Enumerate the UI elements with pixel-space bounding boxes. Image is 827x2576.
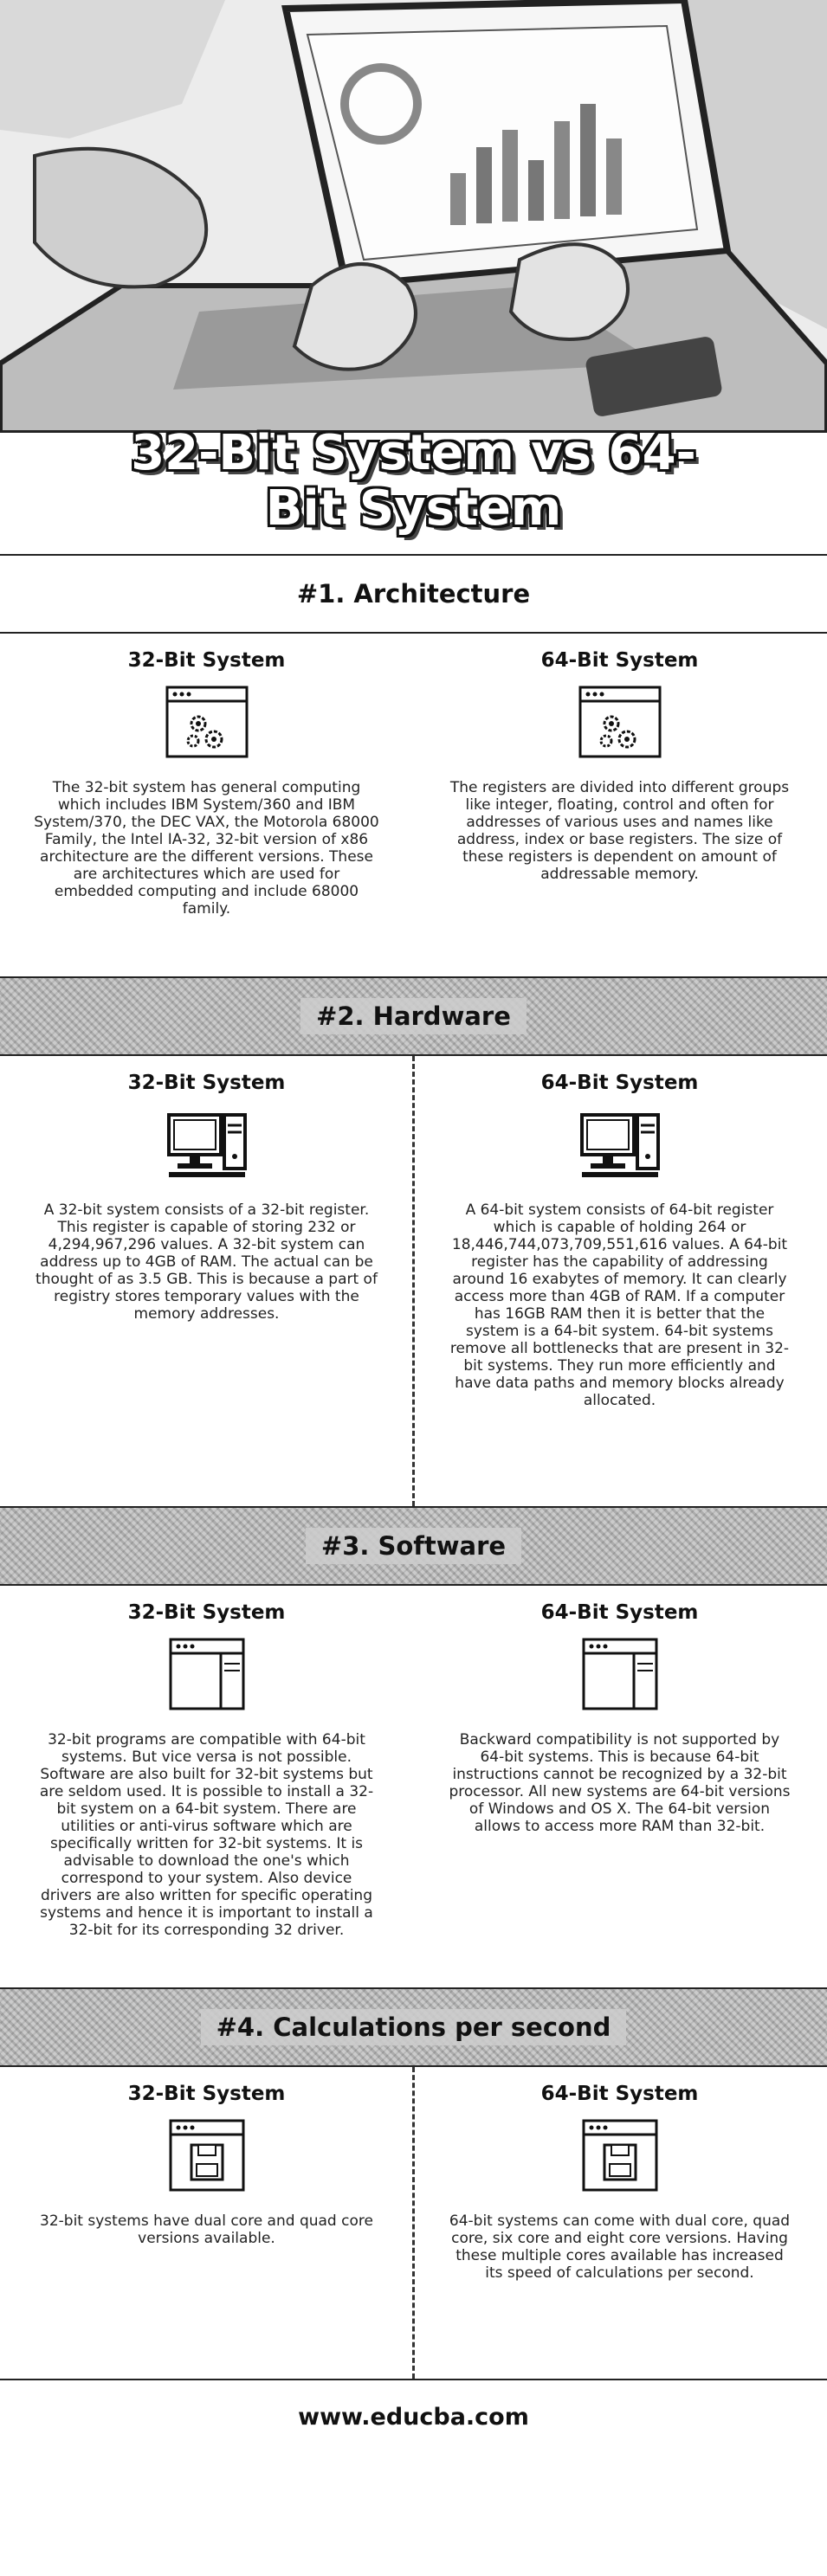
section-calculations: #4. Calculations per second 32-Bit Syste… <box>0 1987 827 2379</box>
column-title: 32-Bit System <box>127 2083 286 2105</box>
column-title: 64-Bit System <box>540 1601 699 1624</box>
column-64-bit: 64-Bit System A 64-bit system consists o… <box>413 1056 826 1506</box>
floppy-window-icon <box>582 2119 657 2192</box>
column-32-bit: 32-Bit System The 32-bit system has gene… <box>0 634 413 976</box>
column-64-bit: 64-Bit System 64-bit systems can come wi… <box>413 2067 826 2379</box>
column-title: 32-Bit System <box>127 1601 286 1624</box>
page-title: 32-Bit System vs 64-Bit System <box>131 425 696 537</box>
section-heading: #1. Architecture <box>0 554 827 634</box>
column-title: 64-Bit System <box>540 1072 699 1094</box>
column-title: 32-Bit System <box>127 649 286 672</box>
column-64-bit: 64-Bit System Backward compatibility is … <box>413 1586 826 1987</box>
section-heading-text: #2. Hardware <box>300 998 527 1034</box>
column-description: 64-bit systems can come with dual core, … <box>449 2212 791 2282</box>
hero-banner <box>0 0 827 433</box>
section-heading: #3. Software <box>0 1506 827 1586</box>
section-heading: #2. Hardware <box>0 976 827 1056</box>
column-title: 32-Bit System <box>127 1072 286 1094</box>
comparison-columns: 32-Bit System A 32-bit system consists o… <box>0 1056 827 1506</box>
footer-url[interactable]: www.educba.com <box>298 2403 529 2431</box>
desktop-computer-icon <box>166 1113 247 1177</box>
floppy-window-icon <box>169 2119 244 2192</box>
section-heading-text: #3. Software <box>305 1528 522 1564</box>
comparison-columns: 32-Bit System 32-bit programs are compat… <box>0 1586 827 1987</box>
app-window-icon <box>169 1638 244 1710</box>
section-software: #3. Software 32-Bit System 32-bit progra… <box>0 1506 827 1987</box>
comparison-columns: 32-Bit System 32-bit systems have dual c… <box>0 2067 827 2379</box>
column-description: The 32-bit system has general computing … <box>34 779 379 918</box>
column-description: The registers are divided into different… <box>449 779 790 883</box>
app-window-icon <box>582 1638 657 1710</box>
column-title: 64-Bit System <box>540 649 699 672</box>
footer: www.educba.com <box>0 2379 827 2453</box>
column-title: 64-Bit System <box>540 2083 699 2105</box>
desktop-computer-icon <box>579 1113 660 1177</box>
section-heading: #4. Calculations per second <box>0 1987 827 2067</box>
column-description: A 64-bit system consists of 64-bit regis… <box>449 1201 790 1409</box>
column-32-bit: 32-Bit System 32-bit systems have dual c… <box>0 2067 413 2379</box>
gears-window-icon <box>165 686 248 758</box>
column-32-bit: 32-Bit System 32-bit programs are compat… <box>0 1586 413 1987</box>
section-architecture: #1. Architecture 32-Bit System The 32-bi… <box>0 554 827 976</box>
column-64-bit: 64-Bit System The registers are divided … <box>413 634 826 976</box>
section-heading-text: #4. Calculations per second <box>200 2009 627 2045</box>
column-32-bit: 32-Bit System A 32-bit system consists o… <box>0 1056 413 1506</box>
column-description: 32-bit systems have dual core and quad c… <box>40 2212 373 2247</box>
column-description: A 32-bit system consists of a 32-bit reg… <box>36 1201 378 1323</box>
column-description: Backward compatibility is not supported … <box>449 1731 791 1835</box>
laptop-illustration <box>0 0 827 433</box>
gears-window-icon <box>578 686 661 758</box>
comparison-columns: 32-Bit System The 32-bit system has gene… <box>0 634 827 976</box>
section-hardware: #2. Hardware 32-Bit System A 32-bit syst… <box>0 976 827 1506</box>
column-description: 32-bit programs are compatible with 64-b… <box>39 1731 374 1939</box>
